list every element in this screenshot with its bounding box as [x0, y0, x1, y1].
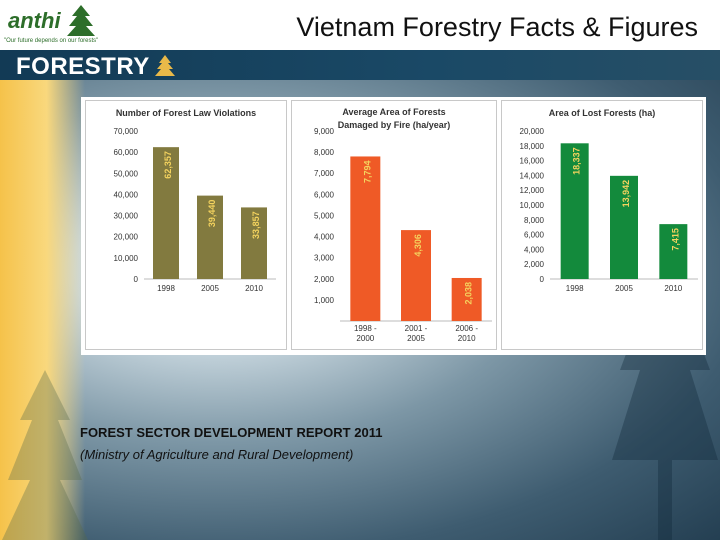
bar-value-label: 39,440 — [207, 200, 217, 228]
y-tick-label: 7,000 — [314, 169, 335, 178]
x-tick-label: 2005 — [407, 334, 425, 343]
y-tick-label: 10,000 — [114, 254, 139, 263]
chart-panel-lost: Area of Lost Forests (ha) 0 2,000 4,000 6,00… — [501, 100, 703, 350]
bar — [451, 277, 482, 321]
x-tick-label: 2005 — [201, 284, 219, 293]
chart-title: Area of Lost Forests (ha) — [549, 108, 656, 118]
y-tick-label: 70,000 — [114, 127, 139, 136]
report-subtitle: (Ministry of Agriculture and Rural Devel… — [80, 447, 354, 462]
background-tree-icon — [612, 220, 718, 540]
y-tick-label: 0 — [134, 275, 139, 284]
chart-panel-fire: Average Area of Forests Damaged by Fire (… — [291, 100, 497, 350]
logo-text: anthi — [8, 8, 61, 33]
y-tick-label: 14,000 — [520, 171, 545, 180]
bar-value-label: 13,942 — [621, 180, 631, 208]
bar-value-label: 7,415 — [670, 228, 680, 251]
y-tick-label: 5,000 — [314, 211, 335, 220]
page-title: Vietnam Forestry Facts & Figures — [296, 12, 698, 42]
bar-value-label: 7,794 — [362, 160, 372, 183]
chart-title: Number of Forest Law Violations — [116, 108, 256, 118]
tree-icon — [155, 55, 175, 76]
y-tick-label: 8,000 — [524, 216, 545, 225]
y-tick-label: 10,000 — [520, 201, 545, 210]
logo-tagline: "Our future depends on our forests" — [4, 38, 99, 44]
x-tick-label: 2005 — [615, 284, 633, 293]
forestry-banner: FORESTRY — [0, 50, 720, 80]
chart-panel-violations: Number of Forest Law Violations 0 10,000 20… — [85, 100, 287, 350]
x-tick-label: 1998 — [157, 284, 175, 293]
x-tick-label: 2010 — [245, 284, 263, 293]
y-tick-label: 9,000 — [314, 127, 335, 136]
y-tick-label: 18,000 — [520, 142, 545, 151]
bar-value-label: 2,038 — [464, 282, 474, 305]
y-tick-label: 3,000 — [314, 254, 335, 263]
report-title: FOREST SECTOR DEVELOPMENT REPORT 2011 — [80, 425, 383, 440]
charts-container: Number of Forest Law Violations 0 10,000 20… — [81, 97, 706, 355]
y-tick-label: 4,000 — [314, 233, 335, 242]
bar — [153, 147, 179, 279]
chart-forest-fire-damage: Average Area of Forests Damaged by Fire (… — [314, 107, 492, 343]
y-tick-label: 4,000 — [524, 245, 545, 254]
y-tick-label: 40,000 — [114, 190, 139, 199]
bar-value-label: 18,337 — [572, 147, 582, 175]
x-tick-label: 1998 - — [354, 324, 377, 333]
y-tick-label: 0 — [540, 275, 545, 284]
x-tick-label: 1998 — [566, 284, 584, 293]
tree-icon — [67, 5, 95, 36]
banner-label: FORESTRY — [16, 53, 150, 80]
anthi-logo: anthi "Our future depends on our forests… — [4, 2, 99, 48]
bar — [241, 207, 267, 279]
y-tick-label: 12,000 — [520, 186, 545, 195]
background-light — [0, 50, 85, 540]
y-tick-label: 60,000 — [114, 148, 139, 157]
x-tick-label: 2010 — [458, 334, 476, 343]
y-tick-label: 2,000 — [524, 260, 545, 269]
chart-title: Average Area of Forests — [342, 107, 445, 117]
y-tick-label: 2,000 — [314, 275, 335, 284]
chart-lost-forests: Area of Lost Forests (ha) 0 2,000 4,000 6,00… — [520, 108, 698, 293]
y-tick-label: 8,000 — [314, 148, 335, 157]
bar — [197, 195, 223, 279]
y-tick-label: 16,000 — [520, 157, 545, 166]
y-tick-label: 30,000 — [114, 212, 139, 221]
y-tick-label: 50,000 — [114, 169, 139, 178]
x-tick-label: 2001 - — [405, 324, 428, 333]
bar-value-label: 33,857 — [251, 211, 261, 239]
bar-value-label: 62,357 — [163, 151, 173, 179]
y-tick-label: 20,000 — [520, 127, 545, 136]
bar — [350, 156, 381, 321]
x-tick-label: 2006 - — [455, 324, 478, 333]
y-tick-label: 1,000 — [314, 296, 335, 305]
chart-title-line2: Damaged by Fire (ha/year) — [338, 120, 451, 130]
bar — [401, 230, 431, 321]
chart-forest-law-violations: Number of Forest Law Violations 0 10,000 20… — [114, 108, 276, 293]
x-tick-label: 2010 — [664, 284, 682, 293]
bar — [560, 143, 589, 279]
header-bar: anthi "Our future depends on our forests… — [0, 0, 720, 50]
background-tree-icon — [2, 370, 88, 540]
bar-value-label: 4,306 — [413, 234, 423, 257]
y-tick-label: 20,000 — [114, 233, 139, 242]
y-tick-label: 6,000 — [314, 190, 335, 199]
x-tick-label: 2000 — [356, 334, 374, 343]
bar — [659, 224, 688, 279]
y-tick-label: 6,000 — [524, 231, 545, 240]
bar — [610, 175, 638, 279]
